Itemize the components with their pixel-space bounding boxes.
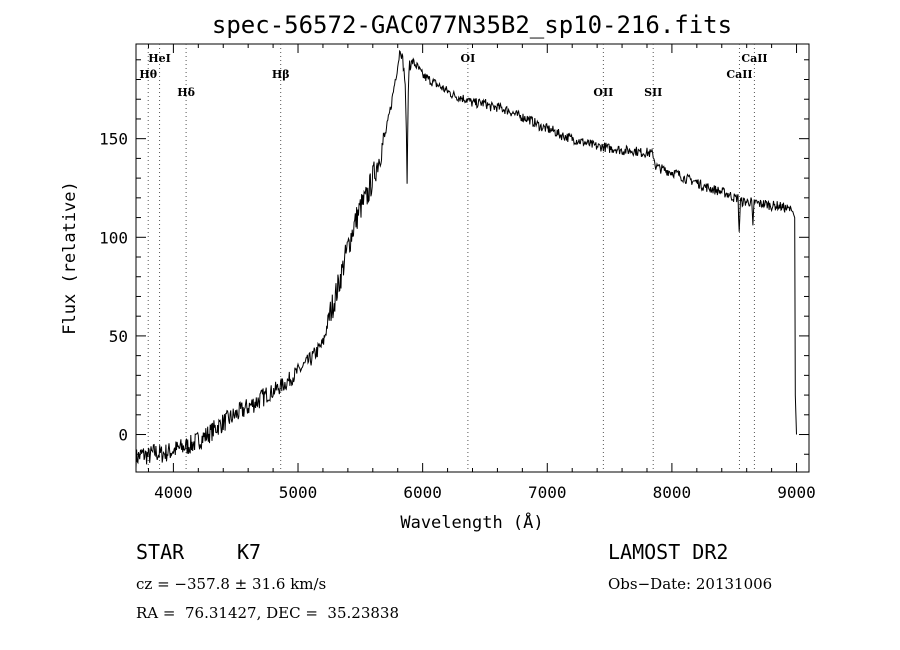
x-tick-label: 5000 (279, 483, 318, 502)
redshift-text: cz = −357.8 ± 31.6 km/s (136, 575, 327, 593)
line-marker-label: CaII (726, 68, 752, 81)
plot-frame (135, 43, 810, 473)
line-marker-label: HeI (148, 52, 171, 65)
line-marker-label: SII (644, 86, 662, 99)
line-marker-label: CaII (741, 52, 767, 65)
spectral-line-markers: Hθ HeI Hδ Hβ OI OII SII CaII CaII (139, 44, 768, 472)
y-tick-label: 100 (99, 228, 128, 247)
x-tick-label: 8000 (653, 483, 692, 502)
x-tick-label: 9000 (777, 483, 816, 502)
y-axis-label: Flux (relative) (60, 181, 80, 335)
chart-title: spec-56572-GAC077N35B2_sp10-216.fits (212, 11, 732, 39)
x-tick-label: 4000 (154, 483, 193, 502)
y-tick-label: 150 (99, 130, 128, 149)
line-marker-label: OII (593, 86, 613, 99)
x-axis-label: Wavelength (Å) (400, 511, 543, 533)
spectrum-line (135, 49, 797, 469)
y-tick-label: 50 (109, 327, 128, 346)
line-marker-label: Hθ (139, 68, 157, 81)
coordinates: RA = 76.31427, DEC = 35.23838 (136, 604, 400, 622)
object-class: STAR (136, 540, 185, 564)
survey-name: LAMOST DR2 (608, 540, 729, 564)
line-marker-label: Hδ (177, 86, 195, 99)
obs-date: Obs−Date: 20131006 (608, 575, 773, 593)
y-tick-label: 0 (118, 426, 128, 445)
line-marker-label: Hβ (272, 68, 290, 81)
x-tick-label: 6000 (403, 483, 442, 502)
line-marker-label: OI (461, 52, 476, 65)
x-tick-label: 7000 (528, 483, 567, 502)
object-subclass: K7 (237, 540, 262, 564)
axis-ticks: 4000 5000 6000 7000 8000 9000 0 50 100 150 (99, 44, 816, 502)
